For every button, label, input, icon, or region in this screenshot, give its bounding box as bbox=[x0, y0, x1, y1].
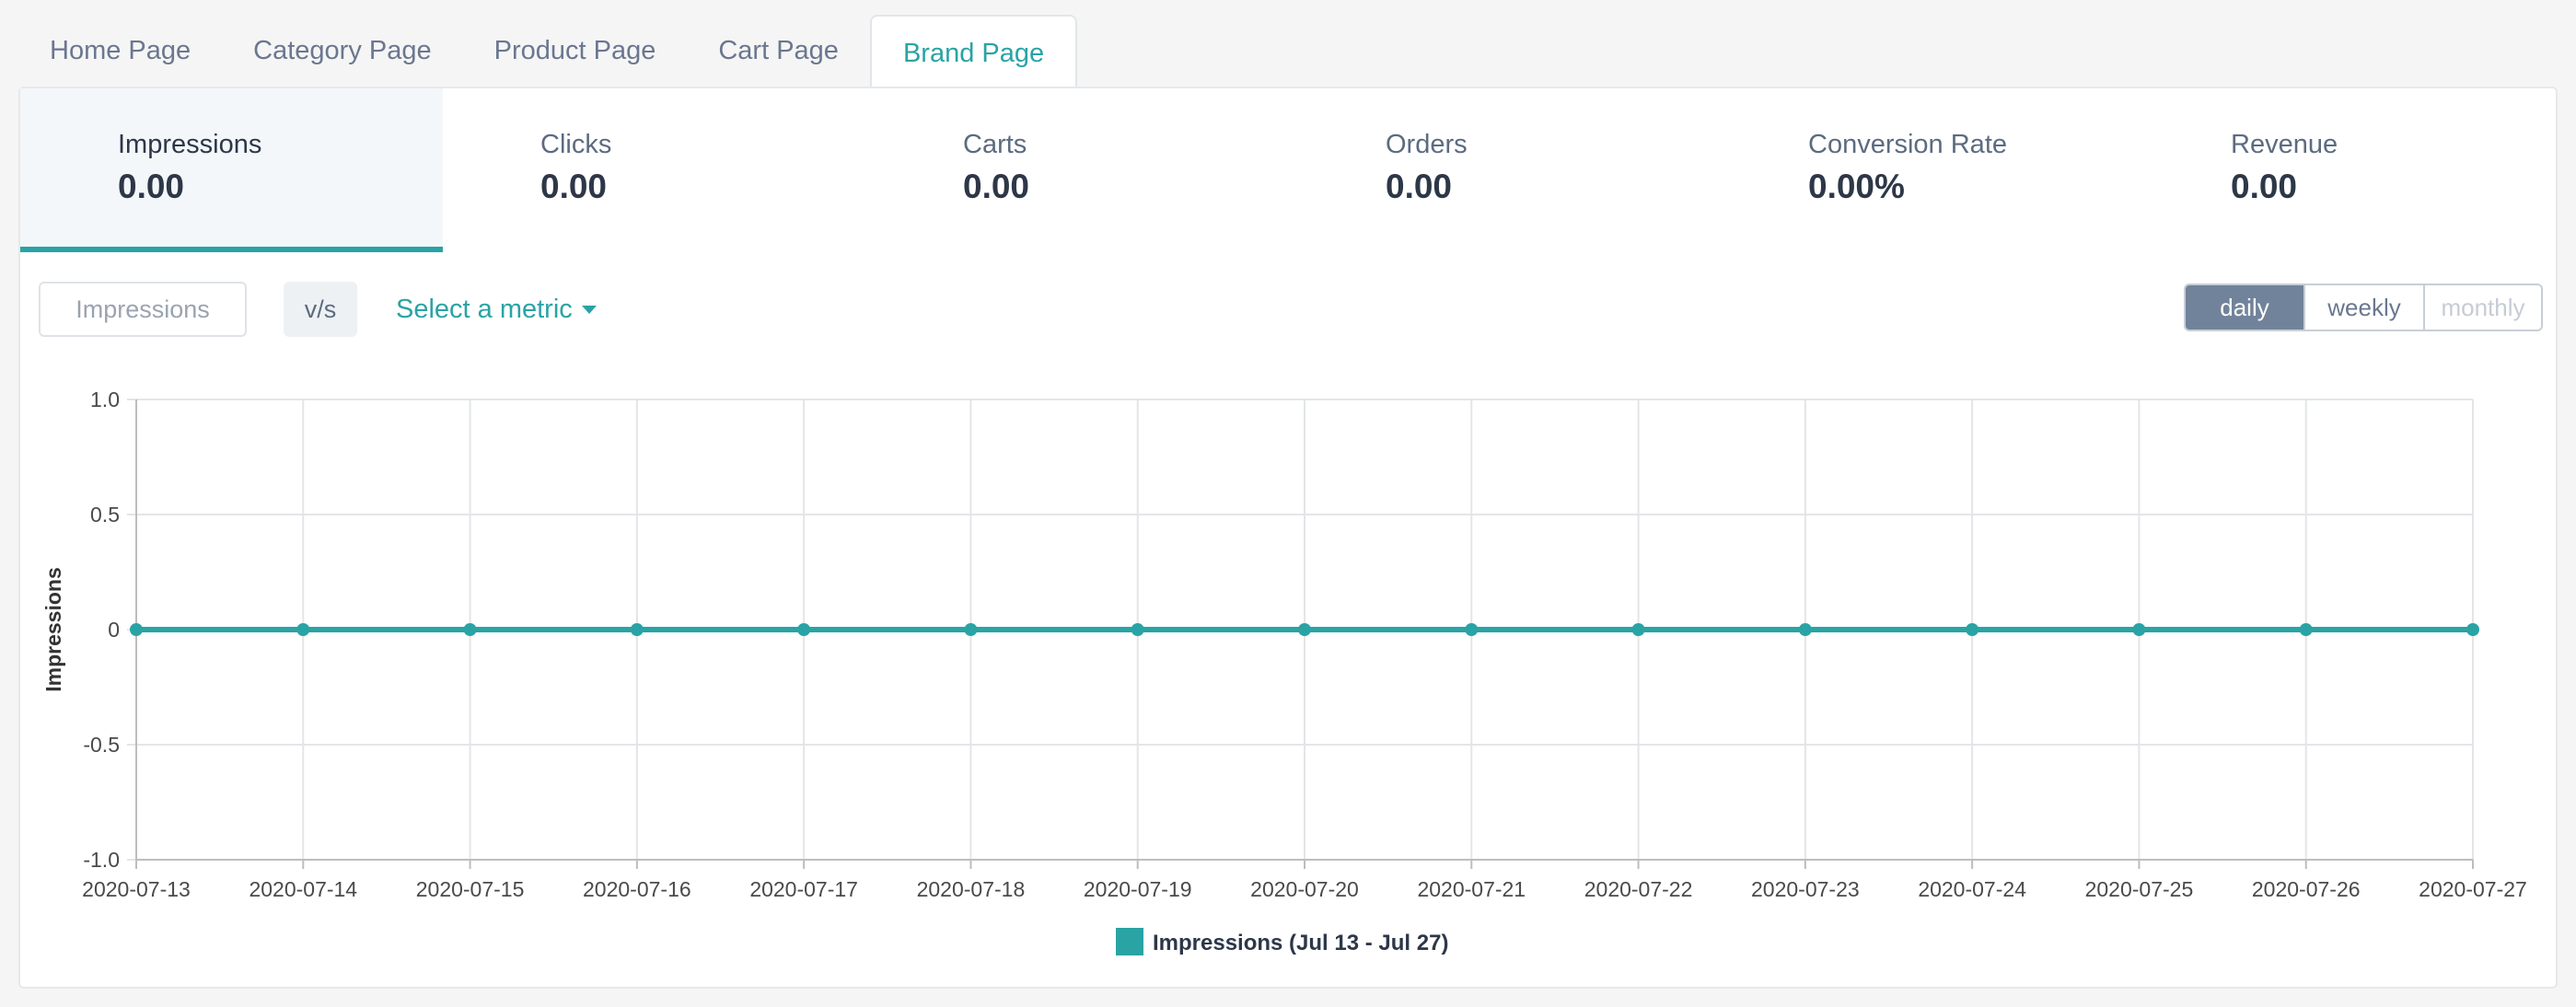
metric-cards: Impressions 0.00 Clicks 0.00 Carts 0.00 Orders… bbox=[20, 88, 2556, 252]
weekly-button[interactable]: weekly bbox=[2303, 285, 2423, 330]
x-tick-label: 2020-07-27 bbox=[2419, 877, 2527, 901]
metric-value: 0.00 bbox=[118, 168, 185, 205]
data-point bbox=[1966, 623, 1979, 636]
metric-label: Impressions bbox=[118, 130, 262, 159]
metric-value: 0.00% bbox=[1808, 168, 1905, 205]
monthly-button: monthly bbox=[2423, 285, 2541, 330]
data-point bbox=[130, 623, 143, 636]
y-tick-label: 0.5 bbox=[90, 503, 120, 527]
x-tick-label: 2020-07-24 bbox=[1918, 877, 2026, 901]
x-tick-label: 2020-07-15 bbox=[416, 877, 525, 901]
metric-label: Carts bbox=[963, 130, 1027, 159]
metric-value: 0.00 bbox=[1386, 168, 1453, 205]
data-point bbox=[1298, 623, 1311, 636]
data-point bbox=[1465, 623, 1479, 636]
metric-card-conversion-rate[interactable]: Conversion Rate 0.00% bbox=[1711, 88, 2133, 252]
y-axis-label: Impressions bbox=[41, 567, 65, 692]
primary-metric-button[interactable]: Impressions bbox=[39, 282, 247, 337]
metric-value: 0.00 bbox=[540, 168, 608, 205]
daily-button[interactable]: daily bbox=[2186, 285, 2303, 330]
caret-down-icon bbox=[581, 305, 597, 314]
x-tick-label: 2020-07-13 bbox=[82, 877, 191, 901]
x-tick-label: 2020-07-22 bbox=[1584, 877, 1693, 901]
metric-card-impressions[interactable]: Impressions 0.00 bbox=[20, 88, 443, 252]
x-tick-label: 2020-07-17 bbox=[749, 877, 858, 901]
data-point bbox=[797, 623, 811, 636]
select-metric-dropdown[interactable]: Select a metric bbox=[396, 282, 597, 337]
data-point bbox=[2132, 623, 2146, 636]
granularity-toggle: daily weekly monthly bbox=[2184, 284, 2543, 331]
page-tabs: Home Page Category Page Product Page Cart P… bbox=[18, 15, 1078, 90]
x-tick-label: 2020-07-19 bbox=[1084, 877, 1192, 901]
vs-label: v/s bbox=[284, 282, 357, 337]
data-point bbox=[1798, 623, 1812, 636]
x-tick-label: 2020-07-21 bbox=[1417, 877, 1526, 901]
legend-swatch bbox=[1116, 928, 1143, 955]
data-point bbox=[2299, 623, 2313, 636]
data-point bbox=[630, 623, 644, 636]
x-tick-label: 2020-07-26 bbox=[2252, 877, 2361, 901]
tab-category-page[interactable]: Category Page bbox=[253, 35, 432, 65]
x-tick-label: 2020-07-18 bbox=[917, 877, 1026, 901]
metric-card-clicks[interactable]: Clicks 0.00 bbox=[443, 88, 865, 252]
impressions-line-chart: 1.0 0.5 0 -0.5 -1.0 2020-07-13 2020-07-14 2020-… bbox=[41, 388, 2527, 955]
y-tick-label: -1.0 bbox=[83, 848, 120, 872]
tab-brand-page[interactable]: Brand Page bbox=[869, 15, 1078, 90]
metric-label: Revenue bbox=[2231, 130, 2338, 159]
y-tick-label: 0 bbox=[108, 618, 120, 642]
x-tick-label: 2020-07-16 bbox=[583, 877, 691, 901]
tab-home-page[interactable]: Home Page bbox=[50, 35, 191, 65]
x-tick-label: 2020-07-14 bbox=[249, 877, 357, 901]
data-point bbox=[964, 623, 978, 636]
y-tick-label: 1.0 bbox=[90, 388, 120, 411]
metric-card-carts[interactable]: Carts 0.00 bbox=[865, 88, 1288, 252]
x-tick-label: 2020-07-23 bbox=[1751, 877, 1860, 901]
metric-label: Conversion Rate bbox=[1808, 130, 2007, 159]
metric-card-revenue[interactable]: Revenue 0.00 bbox=[2133, 88, 2556, 252]
metric-value: 0.00 bbox=[963, 168, 1030, 205]
metric-label: Clicks bbox=[540, 130, 612, 159]
data-point bbox=[1131, 623, 1144, 636]
data-point bbox=[463, 623, 477, 636]
analytics-panel: Impressions 0.00 Clicks 0.00 Carts 0.00 Orders… bbox=[18, 87, 2558, 989]
metric-card-orders[interactable]: Orders 0.00 bbox=[1288, 88, 1711, 252]
data-point bbox=[296, 623, 310, 636]
tab-product-page[interactable]: Product Page bbox=[493, 35, 656, 65]
select-metric-label: Select a metric bbox=[396, 294, 573, 324]
data-point bbox=[1631, 623, 1645, 636]
legend-label: Impressions (Jul 13 - Jul 27) bbox=[1153, 931, 1448, 955]
y-tick-label: -0.5 bbox=[83, 733, 120, 757]
x-tick-label: 2020-07-20 bbox=[1250, 877, 1359, 901]
tab-cart-page[interactable]: Cart Page bbox=[718, 35, 839, 65]
data-point bbox=[2466, 623, 2479, 636]
x-tick-label: 2020-07-25 bbox=[2085, 877, 2194, 901]
metric-label: Orders bbox=[1386, 130, 1468, 159]
metric-value: 0.00 bbox=[2231, 168, 2298, 205]
